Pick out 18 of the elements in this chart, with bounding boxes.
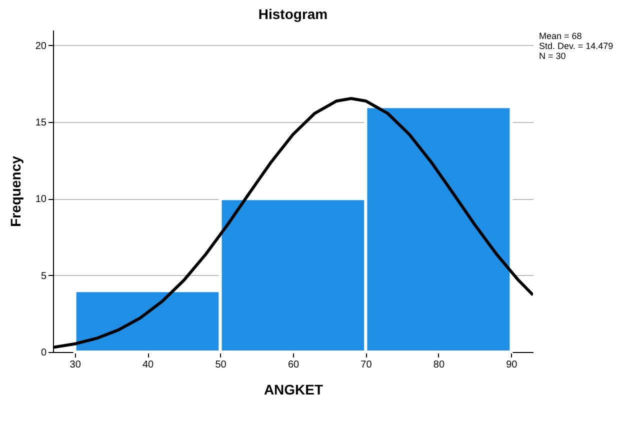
y-tick-label: 20 bbox=[35, 40, 47, 52]
x-tick-label: 90 bbox=[506, 360, 518, 370]
x-tick-label: 80 bbox=[433, 360, 445, 370]
text: Mean = 68 bbox=[539, 31, 582, 41]
chart-title: Histogram bbox=[258, 6, 328, 22]
x-tick-label: 40 bbox=[142, 360, 154, 370]
x-tick-label: 60 bbox=[288, 360, 300, 370]
x-tick-label: 50 bbox=[215, 360, 227, 370]
y-axis-title: Frequency bbox=[7, 156, 24, 227]
y-tick-label: 10 bbox=[35, 194, 47, 206]
x-tick-label: 30 bbox=[70, 360, 82, 370]
text: N = 30 bbox=[539, 51, 566, 61]
y-tick-label: 5 bbox=[40, 270, 47, 282]
y-tick-label: 15 bbox=[35, 118, 47, 128]
x-axis-title: ANGKET bbox=[264, 382, 324, 398]
text: Std. Dev. = 14.479 bbox=[539, 41, 614, 51]
x-tick-label: 70 bbox=[360, 360, 372, 370]
y-tick-label: 0 bbox=[40, 348, 47, 358]
